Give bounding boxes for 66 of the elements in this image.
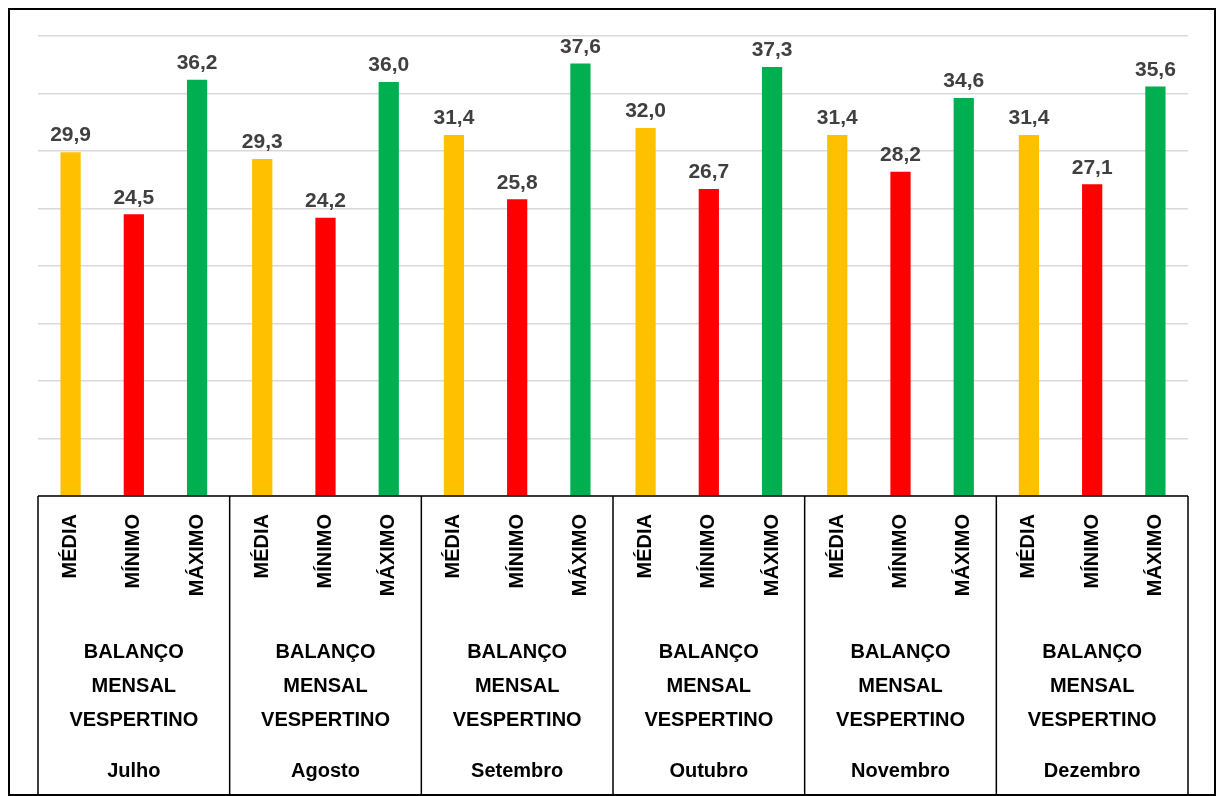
data-label: 29,3 xyxy=(241,129,283,153)
bar xyxy=(1082,184,1103,496)
text: BALANÇO MENSAL VESPERTINO xyxy=(69,639,199,730)
text: MÁXIMO xyxy=(951,514,974,597)
text: MÍNIMO xyxy=(696,514,719,589)
text: MÍNIMO xyxy=(121,514,144,589)
bar xyxy=(443,134,465,496)
bar xyxy=(570,63,591,496)
text: MÍNIMO xyxy=(1079,514,1102,589)
bar xyxy=(378,82,399,496)
text: MÍNIMO xyxy=(504,514,527,589)
data-label: 25,8 xyxy=(496,169,538,193)
text: MÁXIMO xyxy=(567,514,590,597)
bar xyxy=(1145,86,1166,496)
text: MÉDIA xyxy=(58,514,81,579)
text: BALANÇO MENSAL VESPERTINO xyxy=(452,639,582,730)
bar xyxy=(635,128,656,496)
bar xyxy=(60,152,81,496)
data-label: 29,9 xyxy=(50,122,92,146)
bar xyxy=(252,159,273,496)
text: MÉDIA xyxy=(441,514,464,579)
bar xyxy=(761,67,783,496)
text: MÉDIA xyxy=(249,514,272,579)
data-label: 32,0 xyxy=(625,98,667,122)
data-label: 27,1 xyxy=(1071,154,1113,178)
data-label: 35,6 xyxy=(1134,56,1176,80)
data-label: 34,6 xyxy=(943,68,985,92)
bar xyxy=(186,79,208,496)
x-tick-label: Setembro xyxy=(471,758,564,781)
text: MÉDIA xyxy=(1016,514,1039,579)
text: MÍNIMO xyxy=(888,514,911,589)
data-label: 28,2 xyxy=(880,142,921,165)
text: MÍNIMO xyxy=(313,514,336,589)
data-label: 31,4 xyxy=(816,105,859,129)
data-label: 31,4 xyxy=(433,105,475,129)
data-label: 37,6 xyxy=(559,33,601,57)
bar xyxy=(507,199,528,496)
bar xyxy=(953,98,974,496)
bar xyxy=(123,214,144,496)
x-tick-label: Agosto xyxy=(291,758,360,781)
x-tick-label: Outubro xyxy=(669,758,749,781)
text: BALANÇO MENSAL VESPERTINO xyxy=(836,639,965,730)
data-label: 37,3 xyxy=(751,37,793,61)
data-label: 26,7 xyxy=(688,159,730,183)
x-tick-label: Dezembro xyxy=(1043,758,1141,781)
data-label: 24,5 xyxy=(113,184,155,208)
data-label: 31,4 xyxy=(1008,105,1050,129)
bar xyxy=(827,134,848,496)
text: MÁXIMO xyxy=(759,514,782,597)
data-label: 36,2 xyxy=(176,50,218,73)
bar xyxy=(315,217,336,496)
text: MÁXIMO xyxy=(184,514,207,597)
x-tick-label: Julho xyxy=(107,758,161,781)
text: BALANÇO MENSAL VESPERTINO xyxy=(261,639,390,730)
text: MÁXIMO xyxy=(1142,514,1165,597)
data-label: 24,2 xyxy=(305,188,346,211)
bar xyxy=(1018,134,1040,496)
bar xyxy=(890,171,911,496)
text: MÁXIMO xyxy=(376,514,399,597)
data-label: 36,0 xyxy=(368,52,410,76)
text: BALANÇO MENSAL VESPERTINO xyxy=(644,639,774,730)
text: MÉDIA xyxy=(633,514,656,579)
text: MÉDIA xyxy=(824,514,847,579)
x-tick-label: Novembro xyxy=(851,758,950,781)
text: BALANÇO MENSAL VESPERTINO xyxy=(1027,639,1157,730)
bar xyxy=(698,188,719,496)
